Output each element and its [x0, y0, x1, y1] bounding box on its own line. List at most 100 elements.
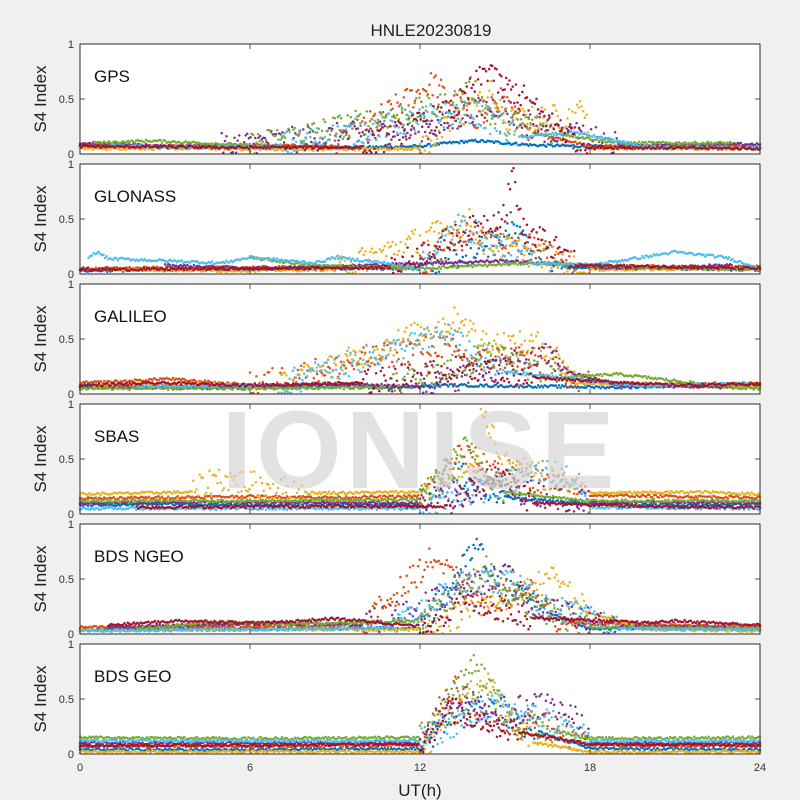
- data-point: [416, 115, 420, 119]
- data-point: [371, 122, 375, 126]
- data-point: [349, 115, 353, 119]
- data-point: [492, 112, 495, 116]
- data-point: [320, 136, 323, 139]
- data-point: [566, 117, 569, 120]
- data-point: [571, 110, 574, 113]
- data-point: [424, 89, 428, 93]
- data-point: [538, 244, 542, 247]
- data-point: [287, 127, 290, 130]
- data-point: [378, 120, 382, 123]
- data-point: [433, 129, 437, 132]
- data-point: [320, 129, 324, 133]
- data-point: [582, 142, 585, 145]
- data-point: [488, 89, 491, 93]
- data-point: [556, 266, 560, 270]
- data-point: [354, 270, 358, 274]
- data-point: [375, 251, 378, 254]
- data-point: [436, 96, 439, 99]
- data-point: [739, 141, 743, 145]
- data-point: [269, 131, 273, 134]
- data-point: [438, 131, 441, 134]
- data-point: [490, 233, 493, 237]
- data-point: [449, 99, 453, 103]
- data-point: [537, 256, 541, 259]
- data-point: [537, 126, 540, 130]
- data-point: [556, 140, 559, 143]
- data-point: [457, 110, 461, 114]
- data-point: [460, 98, 463, 101]
- data-point: [312, 121, 316, 125]
- data-point: [540, 266, 544, 269]
- data-point: [439, 78, 443, 82]
- data-point: [588, 143, 591, 146]
- data-point: [416, 122, 420, 126]
- data-point: [464, 120, 467, 124]
- data-point: [545, 145, 548, 148]
- data-point: [226, 265, 229, 268]
- data-point: [339, 133, 343, 137]
- data-point: [341, 137, 345, 141]
- data-point: [484, 263, 487, 266]
- data-point: [503, 132, 506, 136]
- data-point: [105, 255, 108, 258]
- data-point: [402, 123, 405, 127]
- data-point: [314, 140, 317, 143]
- data-point: [529, 247, 532, 251]
- data-point: [313, 137, 316, 140]
- data-point: [534, 128, 537, 132]
- data-point: [547, 114, 551, 117]
- data-point: [359, 249, 362, 253]
- data-point: [258, 139, 261, 143]
- data-point: [615, 137, 618, 140]
- data-point: [210, 260, 214, 263]
- data-point: [515, 224, 519, 228]
- data-point: [467, 97, 470, 100]
- data-point: [233, 136, 236, 139]
- data-point: [532, 123, 535, 126]
- data-point: [547, 137, 550, 141]
- data-point: [322, 142, 325, 145]
- data-point: [447, 257, 450, 261]
- data-point: [550, 141, 554, 145]
- data-point: [543, 140, 546, 144]
- data-point: [471, 116, 474, 120]
- data-point: [538, 116, 541, 119]
- data-point: [341, 128, 344, 132]
- data-point: [508, 132, 511, 136]
- data-point: [251, 133, 255, 137]
- data-point: [533, 236, 536, 240]
- data-point: [249, 135, 252, 139]
- data-point: [470, 86, 473, 90]
- data-point: [380, 103, 383, 106]
- data-point: [536, 108, 540, 111]
- data-point: [405, 117, 409, 121]
- data-point: [351, 120, 355, 123]
- data-point: [437, 270, 441, 274]
- data-point: [479, 229, 482, 233]
- data-point: [463, 91, 467, 95]
- data-point: [514, 261, 518, 264]
- data-point: [356, 118, 359, 122]
- data-point: [683, 145, 686, 148]
- data-point: [381, 125, 384, 129]
- data-point: [415, 96, 418, 100]
- data-point: [358, 121, 362, 125]
- data-point: [654, 147, 658, 151]
- data-point: [439, 118, 442, 121]
- data-point: [490, 117, 494, 121]
- data-point: [482, 252, 486, 255]
- data-point: [513, 105, 517, 108]
- data-point: [581, 110, 585, 113]
- data-point: [436, 240, 440, 244]
- data-point: [333, 270, 337, 273]
- data-point: [465, 140, 469, 144]
- data-point: [480, 235, 484, 239]
- data-point: [325, 140, 328, 143]
- data-point: [315, 127, 319, 130]
- data-point: [418, 142, 422, 146]
- data-point: [274, 134, 277, 138]
- data-point: [344, 133, 348, 136]
- data-point: [536, 129, 540, 132]
- data-point: [408, 136, 411, 140]
